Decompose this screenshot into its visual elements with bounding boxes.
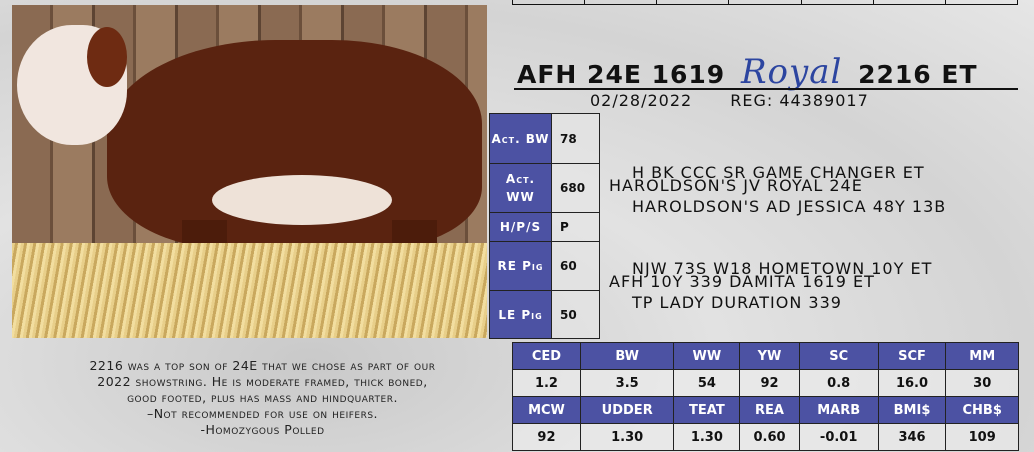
stat-value: 50 (551, 290, 600, 339)
sire-dam: HAROLDSON'S AD JESSICA 48Y 13B (632, 197, 947, 216)
stat-label: Act. BW (489, 113, 552, 164)
stat-label: RE Pig (489, 241, 552, 291)
birth-date: 02/28/2022 (590, 91, 693, 110)
epd-row: MCW UDDER TEAT REA MARB BMI$ CHB$ (512, 396, 1019, 424)
description: 2216 was a top son of 24E that we chose … (10, 358, 515, 438)
description-line: 2216 was a top son of 24E that we chose … (89, 358, 436, 373)
epd-header: YW (739, 342, 800, 370)
epd-value: 54 (673, 369, 741, 397)
stats-table: Act. BW 78 Act. WW 680 H/P/S P RE Pig 60 LE … (489, 113, 600, 339)
epd-header: TEAT (673, 396, 741, 424)
stat-label: Act. WW (489, 163, 552, 213)
dam-dam: TP LADY DURATION 339 (632, 293, 842, 312)
epd-header: SC (798, 342, 879, 370)
epd-value: 92 (739, 369, 800, 397)
epd-header: REA (739, 396, 800, 424)
stat-value: 60 (551, 241, 600, 291)
straw (12, 243, 487, 338)
epd-value: 30 (945, 369, 1019, 397)
title-divider (514, 88, 1018, 90)
description-line: 2022 showstring. He is moderate framed, … (97, 374, 428, 389)
epd-value: 0.60 (739, 423, 800, 451)
description-line: –Not recommended for use on heifers. (146, 406, 379, 421)
epd-header: MARB (798, 396, 879, 424)
stat-value: 680 (551, 163, 600, 213)
epd-header: WW (673, 342, 741, 370)
sire: HAROLDSON'S JV ROYAL 24E (609, 176, 863, 195)
epd-value: 109 (945, 423, 1019, 451)
epd-value: 3.5 (579, 369, 675, 397)
epd-header: CED (512, 342, 581, 370)
name-suffix: 2216 ET (858, 60, 978, 89)
epd-value: 1.30 (673, 423, 741, 451)
epd-row: CED BW WW YW SC SCF MM (512, 342, 1019, 370)
stat-label: H/P/S (489, 212, 552, 242)
epd-value: 346 (877, 423, 947, 451)
epd-row: 92 1.30 1.30 0.60 -0.01 346 109 (512, 423, 1019, 451)
birth-reg-line: 02/28/2022 REG: 44389017 (590, 91, 907, 110)
stat-label: LE Pig (489, 290, 552, 339)
bull-face-marking (87, 27, 127, 87)
name-prefix: AFH 24E 1619 (517, 60, 726, 89)
epd-header: MM (945, 342, 1019, 370)
epd-header: BMI$ (877, 396, 947, 424)
bull-belly (212, 175, 392, 225)
registration-number: REG: 44389017 (730, 91, 869, 110)
epd-header: UDDER (579, 396, 675, 424)
description-line: good footed, plus has mass and hindquart… (127, 390, 398, 405)
epd-value: 16.0 (877, 369, 947, 397)
previous-epd-table-edge (512, 0, 1018, 5)
epd-header: SCF (877, 342, 947, 370)
epd-row: 1.2 3.5 54 92 0.8 16.0 30 (512, 369, 1019, 397)
name-script: Royal (740, 52, 843, 92)
epd-value: 0.8 (798, 369, 879, 397)
epd-value: 1.30 (579, 423, 675, 451)
animal-name: AFH 24E 1619 Royal 2216 ET (517, 52, 1017, 92)
dam: AFH 10Y 339 DAMITA 1619 ET (609, 272, 875, 291)
epd-value: -0.01 (798, 423, 879, 451)
epd-header: MCW (512, 396, 581, 424)
epd-table: CED BW WW YW SC SCF MM 1.2 3.5 54 92 0.8 16.0 30 MCW U… (512, 342, 1019, 451)
stat-value: P (551, 212, 600, 242)
description-line: -Homozygous Polled (200, 422, 325, 437)
bull-photo (12, 5, 487, 338)
dam-sire: NJW 73S W18 HOMETOWN 10Y ET (632, 259, 933, 278)
epd-value: 92 (512, 423, 581, 451)
epd-header: CHB$ (945, 396, 1019, 424)
epd-header: BW (579, 342, 675, 370)
epd-value: 1.2 (512, 369, 581, 397)
stat-value: 78 (551, 113, 600, 164)
sire-sire: H BK CCC SR GAME CHANGER ET (632, 163, 925, 182)
